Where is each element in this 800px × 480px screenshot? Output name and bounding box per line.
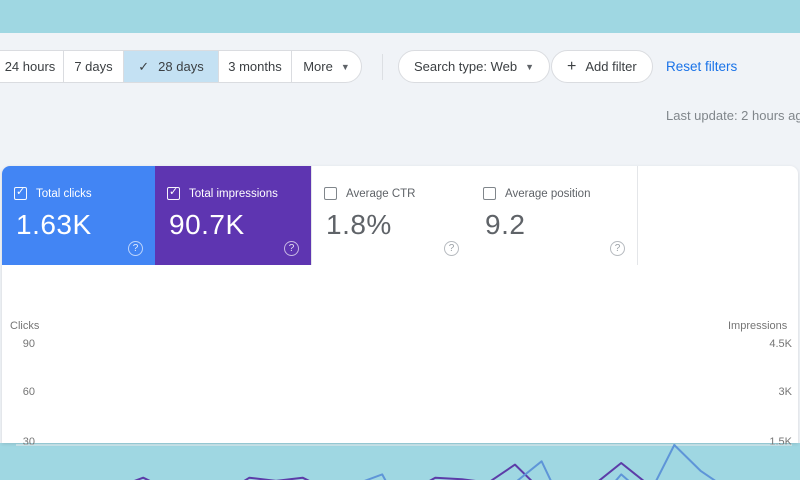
left-axis-tick: 60 bbox=[22, 386, 35, 398]
page-content: 24 hours 7 days ✓ 28 days 3 months More … bbox=[0, 33, 800, 480]
performance-panel: Total clicks 1.63K ? Total impressions 9… bbox=[2, 166, 798, 480]
metric-label: Total clicks bbox=[36, 187, 92, 200]
toolbar-divider bbox=[382, 54, 383, 80]
metric-value: 9.2 bbox=[485, 209, 526, 240]
metric-card-total-clicks[interactable]: Total clicks 1.63K ? bbox=[2, 166, 155, 265]
checkmark-icon: ✓ bbox=[138, 58, 150, 74]
metric-label: Average CTR bbox=[346, 187, 416, 200]
date-range-label: 28 days bbox=[158, 59, 204, 74]
metric-card-total-impressions[interactable]: Total impressions 90.7K ? bbox=[155, 166, 311, 265]
help-icon[interactable]: ? bbox=[444, 241, 459, 256]
add-filter-label: Add filter bbox=[585, 59, 637, 74]
right-axis-tick: 4.5K bbox=[769, 338, 792, 350]
reset-filters-link[interactable]: Reset filters bbox=[666, 59, 738, 74]
date-range-more[interactable]: More ▼ bbox=[291, 51, 361, 82]
search-type-label: Search type: Web bbox=[414, 59, 518, 74]
left-axis-tick: 90 bbox=[22, 338, 35, 350]
checkbox-unchecked-icon[interactable] bbox=[324, 187, 337, 200]
metric-label: Average position bbox=[505, 187, 591, 200]
performance-chart bbox=[16, 444, 792, 480]
chevron-down-icon: ▼ bbox=[340, 61, 350, 72]
date-range-24-hours[interactable]: 24 hours bbox=[0, 51, 63, 82]
metric-value: 1.8% bbox=[326, 209, 392, 240]
checkbox-checked-icon[interactable] bbox=[167, 185, 180, 200]
date-range-label: 3 months bbox=[228, 59, 282, 74]
date-range-3-months[interactable]: 3 months bbox=[218, 51, 291, 82]
date-range-selector: 24 hours 7 days ✓ 28 days 3 months More … bbox=[0, 50, 362, 83]
date-range-label: 7 days bbox=[74, 59, 113, 74]
metric-card-average-ctr[interactable]: Average CTR 1.8% ? bbox=[311, 166, 471, 265]
help-icon[interactable]: ? bbox=[284, 241, 299, 256]
date-range-28-days[interactable]: ✓ 28 days bbox=[123, 51, 218, 82]
metric-cards-row: Total clicks 1.63K ? Total impressions 9… bbox=[2, 166, 798, 265]
search-type-dropdown[interactable]: Search type: Web ▼ bbox=[398, 50, 551, 83]
metric-value: 90.7K bbox=[169, 209, 245, 240]
checkbox-checked-icon[interactable] bbox=[14, 185, 27, 200]
add-filter-button[interactable]: + Add filter bbox=[551, 50, 653, 83]
left-axis-title: Clicks bbox=[10, 320, 40, 332]
metric-value: 1.63K bbox=[16, 209, 92, 240]
chevron-down-icon: ▼ bbox=[525, 61, 535, 72]
right-axis-tick: 3K bbox=[778, 386, 792, 398]
date-range-label: 24 hours bbox=[4, 59, 56, 74]
checkbox-unchecked-icon[interactable] bbox=[483, 187, 496, 200]
metric-card-average-position[interactable]: Average position 9.2 ? bbox=[471, 166, 638, 265]
metric-label: Total impressions bbox=[189, 187, 278, 200]
help-icon[interactable]: ? bbox=[128, 241, 143, 256]
date-range-7-days[interactable]: 7 days bbox=[63, 51, 123, 82]
date-range-label: More bbox=[303, 59, 333, 74]
plus-icon: + bbox=[567, 57, 577, 75]
right-axis-title: Impressions bbox=[728, 320, 788, 332]
last-update-text: Last update: 2 hours ago bbox=[666, 108, 800, 123]
help-icon[interactable]: ? bbox=[610, 241, 625, 256]
